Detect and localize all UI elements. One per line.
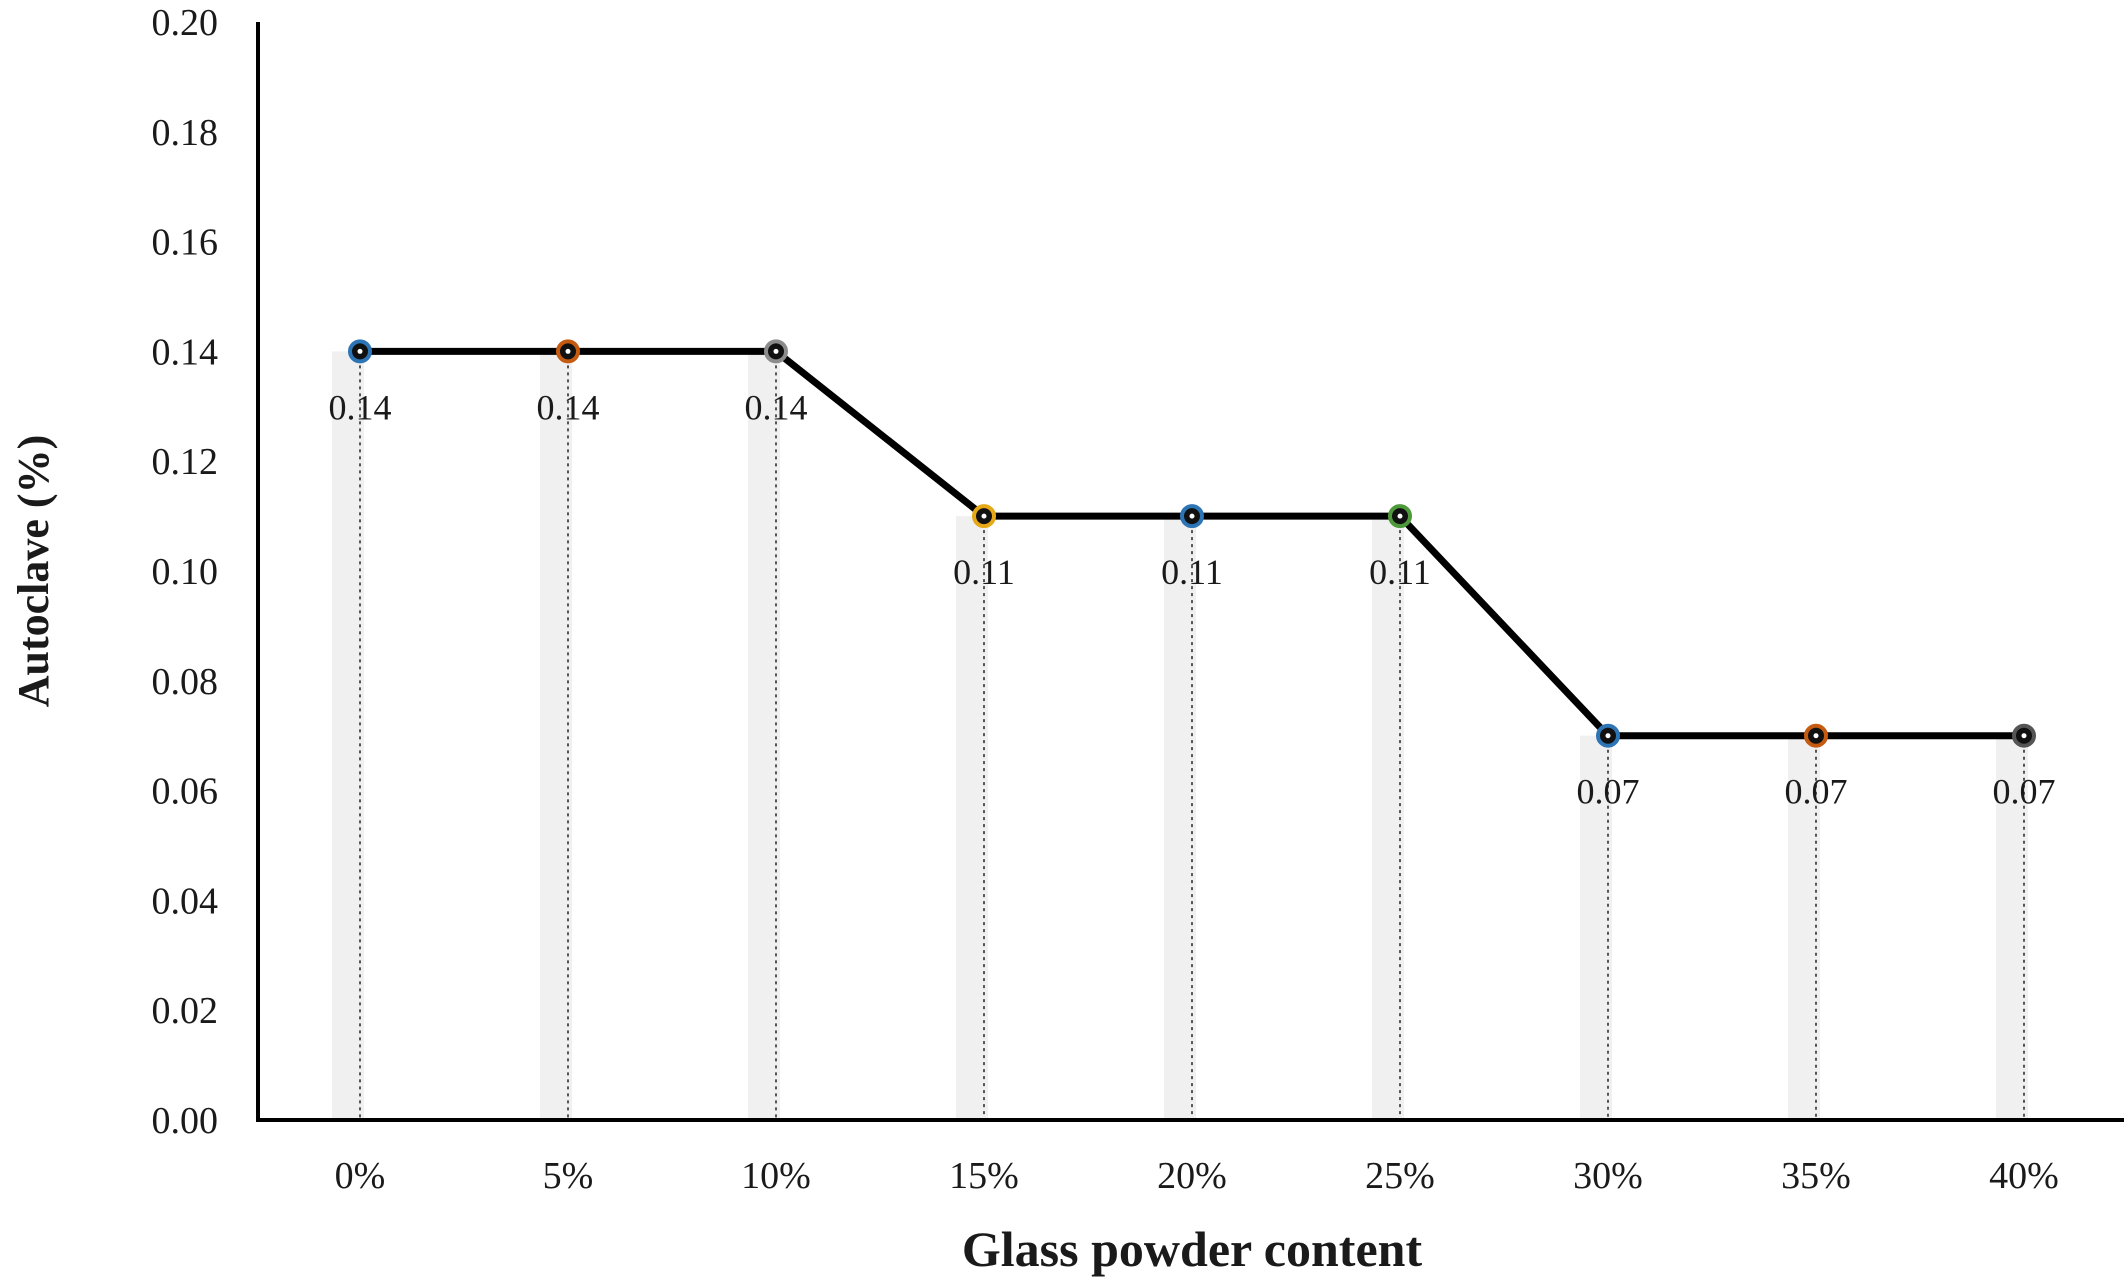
data-label: 0.14 bbox=[537, 387, 600, 427]
data-label: 0.11 bbox=[1369, 552, 1431, 592]
axes bbox=[256, 22, 2124, 1122]
x-tick-label: 20% bbox=[1157, 1155, 1227, 1197]
y-tick-label: 0.06 bbox=[152, 771, 219, 813]
data-labels: 0.14 0.14 0.14 0.11 0.11 0.11 0.07 0.07 0.07 bbox=[329, 387, 2056, 811]
data-point-center bbox=[1605, 733, 1611, 739]
x-tick-label: 40% bbox=[1989, 1155, 2059, 1197]
y-tick-label: 0.12 bbox=[152, 441, 219, 483]
y-tick-label: 0.14 bbox=[152, 331, 219, 373]
x-tick-labels: 0% 5% 10% 15% 20% 25% 30% 35% 40% bbox=[335, 1155, 2059, 1197]
drop-lines bbox=[332, 351, 2028, 1120]
data-point-center bbox=[1397, 513, 1403, 519]
data-point-center bbox=[565, 348, 571, 354]
drop-line-shadow bbox=[1580, 735, 1612, 1120]
y-tick-label: 0.04 bbox=[152, 880, 219, 922]
y-tick-label: 0.00 bbox=[152, 1100, 219, 1142]
x-tick-label: 10% bbox=[741, 1155, 811, 1197]
data-point-center bbox=[773, 348, 779, 354]
x-tick-label: 35% bbox=[1781, 1155, 1851, 1197]
data-label: 0.14 bbox=[745, 387, 808, 427]
drop-line-shadow bbox=[956, 516, 988, 1120]
data-label: 0.07 bbox=[1785, 772, 1848, 812]
data-label: 0.07 bbox=[1993, 772, 2056, 812]
drop-line-shadow bbox=[1996, 735, 2028, 1120]
data-points bbox=[348, 339, 2036, 748]
data-point-center bbox=[981, 513, 987, 519]
x-tick-label: 5% bbox=[543, 1155, 594, 1197]
data-point-center bbox=[1189, 513, 1195, 519]
y-tick-labels: 0.00 0.02 0.04 0.06 0.08 0.10 0.12 0.14 0.16 0.18… bbox=[152, 2, 219, 1142]
data-label: 0.11 bbox=[953, 552, 1015, 592]
data-label: 0.07 bbox=[1577, 772, 1640, 812]
y-tick-label: 0.18 bbox=[152, 112, 219, 154]
data-point-center bbox=[1813, 733, 1819, 739]
x-tick-label: 25% bbox=[1365, 1155, 1435, 1197]
y-tick-label: 0.20 bbox=[152, 2, 219, 44]
y-tick-label: 0.08 bbox=[152, 661, 219, 703]
y-axis-title: Autoclave (%) bbox=[9, 435, 58, 708]
data-label: 0.14 bbox=[329, 387, 392, 427]
drop-line-shadow bbox=[748, 351, 780, 1120]
data-label: 0.11 bbox=[1161, 552, 1223, 592]
x-axis-title: Glass powder content bbox=[962, 1221, 1423, 1277]
x-tick-label: 15% bbox=[949, 1155, 1019, 1197]
data-point-center bbox=[2021, 733, 2027, 739]
data-point-center bbox=[357, 348, 363, 354]
y-tick-label: 0.10 bbox=[152, 551, 219, 593]
drop-line-shadow bbox=[1164, 516, 1196, 1120]
x-tick-label: 0% bbox=[335, 1155, 386, 1197]
drop-line-shadow bbox=[1788, 735, 1820, 1120]
y-tick-label: 0.16 bbox=[152, 222, 219, 264]
drop-line-shadow bbox=[332, 351, 364, 1120]
drop-line-shadow bbox=[540, 351, 572, 1120]
drop-line-shadow bbox=[1372, 516, 1404, 1120]
y-tick-label: 0.02 bbox=[152, 990, 219, 1032]
x-tick-label: 30% bbox=[1573, 1155, 1643, 1197]
